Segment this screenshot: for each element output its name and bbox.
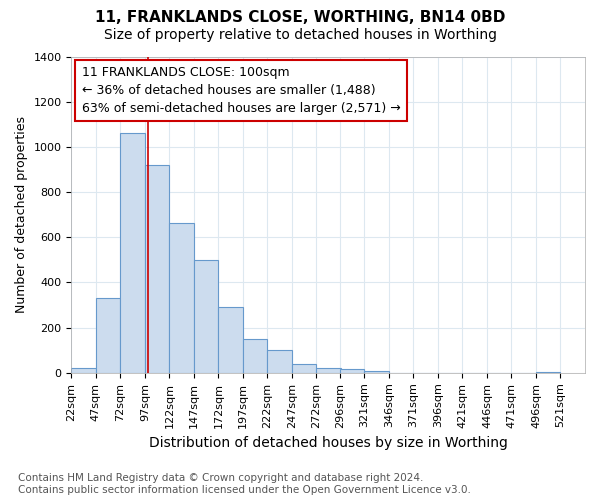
Bar — [194, 260, 218, 373]
Bar — [243, 340, 268, 373]
Text: Contains HM Land Registry data © Crown copyright and database right 2024.
Contai: Contains HM Land Registry data © Crown c… — [18, 474, 471, 495]
Text: 11 FRANKLANDS CLOSE: 100sqm
← 36% of detached houses are smaller (1,488)
63% of : 11 FRANKLANDS CLOSE: 100sqm ← 36% of det… — [82, 66, 400, 115]
Bar — [268, 350, 292, 373]
Bar — [71, 368, 96, 373]
Bar — [121, 134, 145, 373]
Text: 11, FRANKLANDS CLOSE, WORTHING, BN14 0BD: 11, FRANKLANDS CLOSE, WORTHING, BN14 0BD — [95, 10, 505, 25]
X-axis label: Distribution of detached houses by size in Worthing: Distribution of detached houses by size … — [149, 436, 508, 450]
Y-axis label: Number of detached properties: Number of detached properties — [15, 116, 28, 313]
Bar — [316, 368, 341, 373]
Bar — [96, 298, 121, 373]
Bar — [292, 364, 316, 373]
Bar — [340, 370, 364, 373]
Text: Size of property relative to detached houses in Worthing: Size of property relative to detached ho… — [104, 28, 497, 42]
Bar — [536, 372, 560, 373]
Bar — [364, 370, 389, 373]
Bar — [169, 222, 194, 373]
Bar — [218, 308, 243, 373]
Bar — [145, 165, 169, 373]
